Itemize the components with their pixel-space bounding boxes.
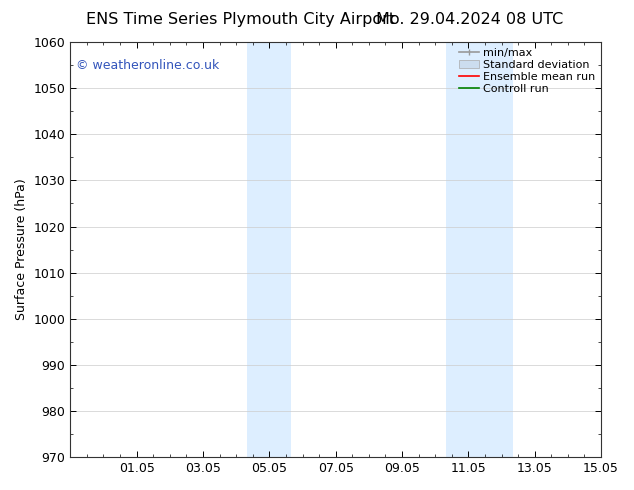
Legend: min/max, Standard deviation, Ensemble mean run, Controll run: min/max, Standard deviation, Ensemble me… [456,46,598,97]
Bar [446,42,513,457]
Y-axis label: Surface Pressure (hPa): Surface Pressure (hPa) [15,179,28,320]
Text: Mo. 29.04.2024 08 UTC: Mo. 29.04.2024 08 UTC [375,12,563,27]
Text: ENS Time Series Plymouth City Airport: ENS Time Series Plymouth City Airport [86,12,396,27]
Bar [247,42,292,457]
Text: © weatheronline.co.uk: © weatheronline.co.uk [75,59,219,72]
